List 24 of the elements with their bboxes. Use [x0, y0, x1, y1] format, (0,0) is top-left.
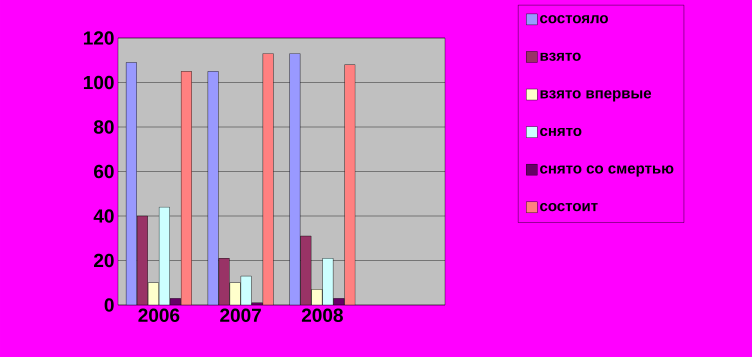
bar: [240, 276, 252, 305]
legend-label: взято впервые: [540, 90, 652, 102]
legend-label: снято со смертью: [540, 165, 674, 177]
y-tick-label: 0: [104, 298, 114, 312]
y-tick-label: 60: [94, 164, 114, 178]
bar: [136, 216, 148, 305]
legend-label: взято: [540, 52, 581, 61]
y-tick-label: 120: [84, 31, 114, 45]
legend-label: снято: [540, 128, 582, 136]
x-tick-label: 2008: [302, 308, 343, 322]
x-tick-label: 2007: [220, 308, 261, 322]
bar: [218, 258, 230, 305]
bar: [300, 236, 312, 305]
x-tick-label: 2006: [138, 308, 180, 322]
legend-label: состояло: [540, 15, 608, 24]
bar: [230, 282, 241, 305]
y-tick-label: 20: [94, 254, 114, 268]
bar: [322, 258, 334, 305]
legend-label: состоит: [540, 203, 598, 212]
y-tick-label: 100: [84, 76, 114, 90]
bar: [148, 282, 159, 305]
bar: [158, 206, 170, 305]
y-tick-label: 80: [94, 120, 114, 134]
y-tick-label: 40: [94, 209, 114, 223]
